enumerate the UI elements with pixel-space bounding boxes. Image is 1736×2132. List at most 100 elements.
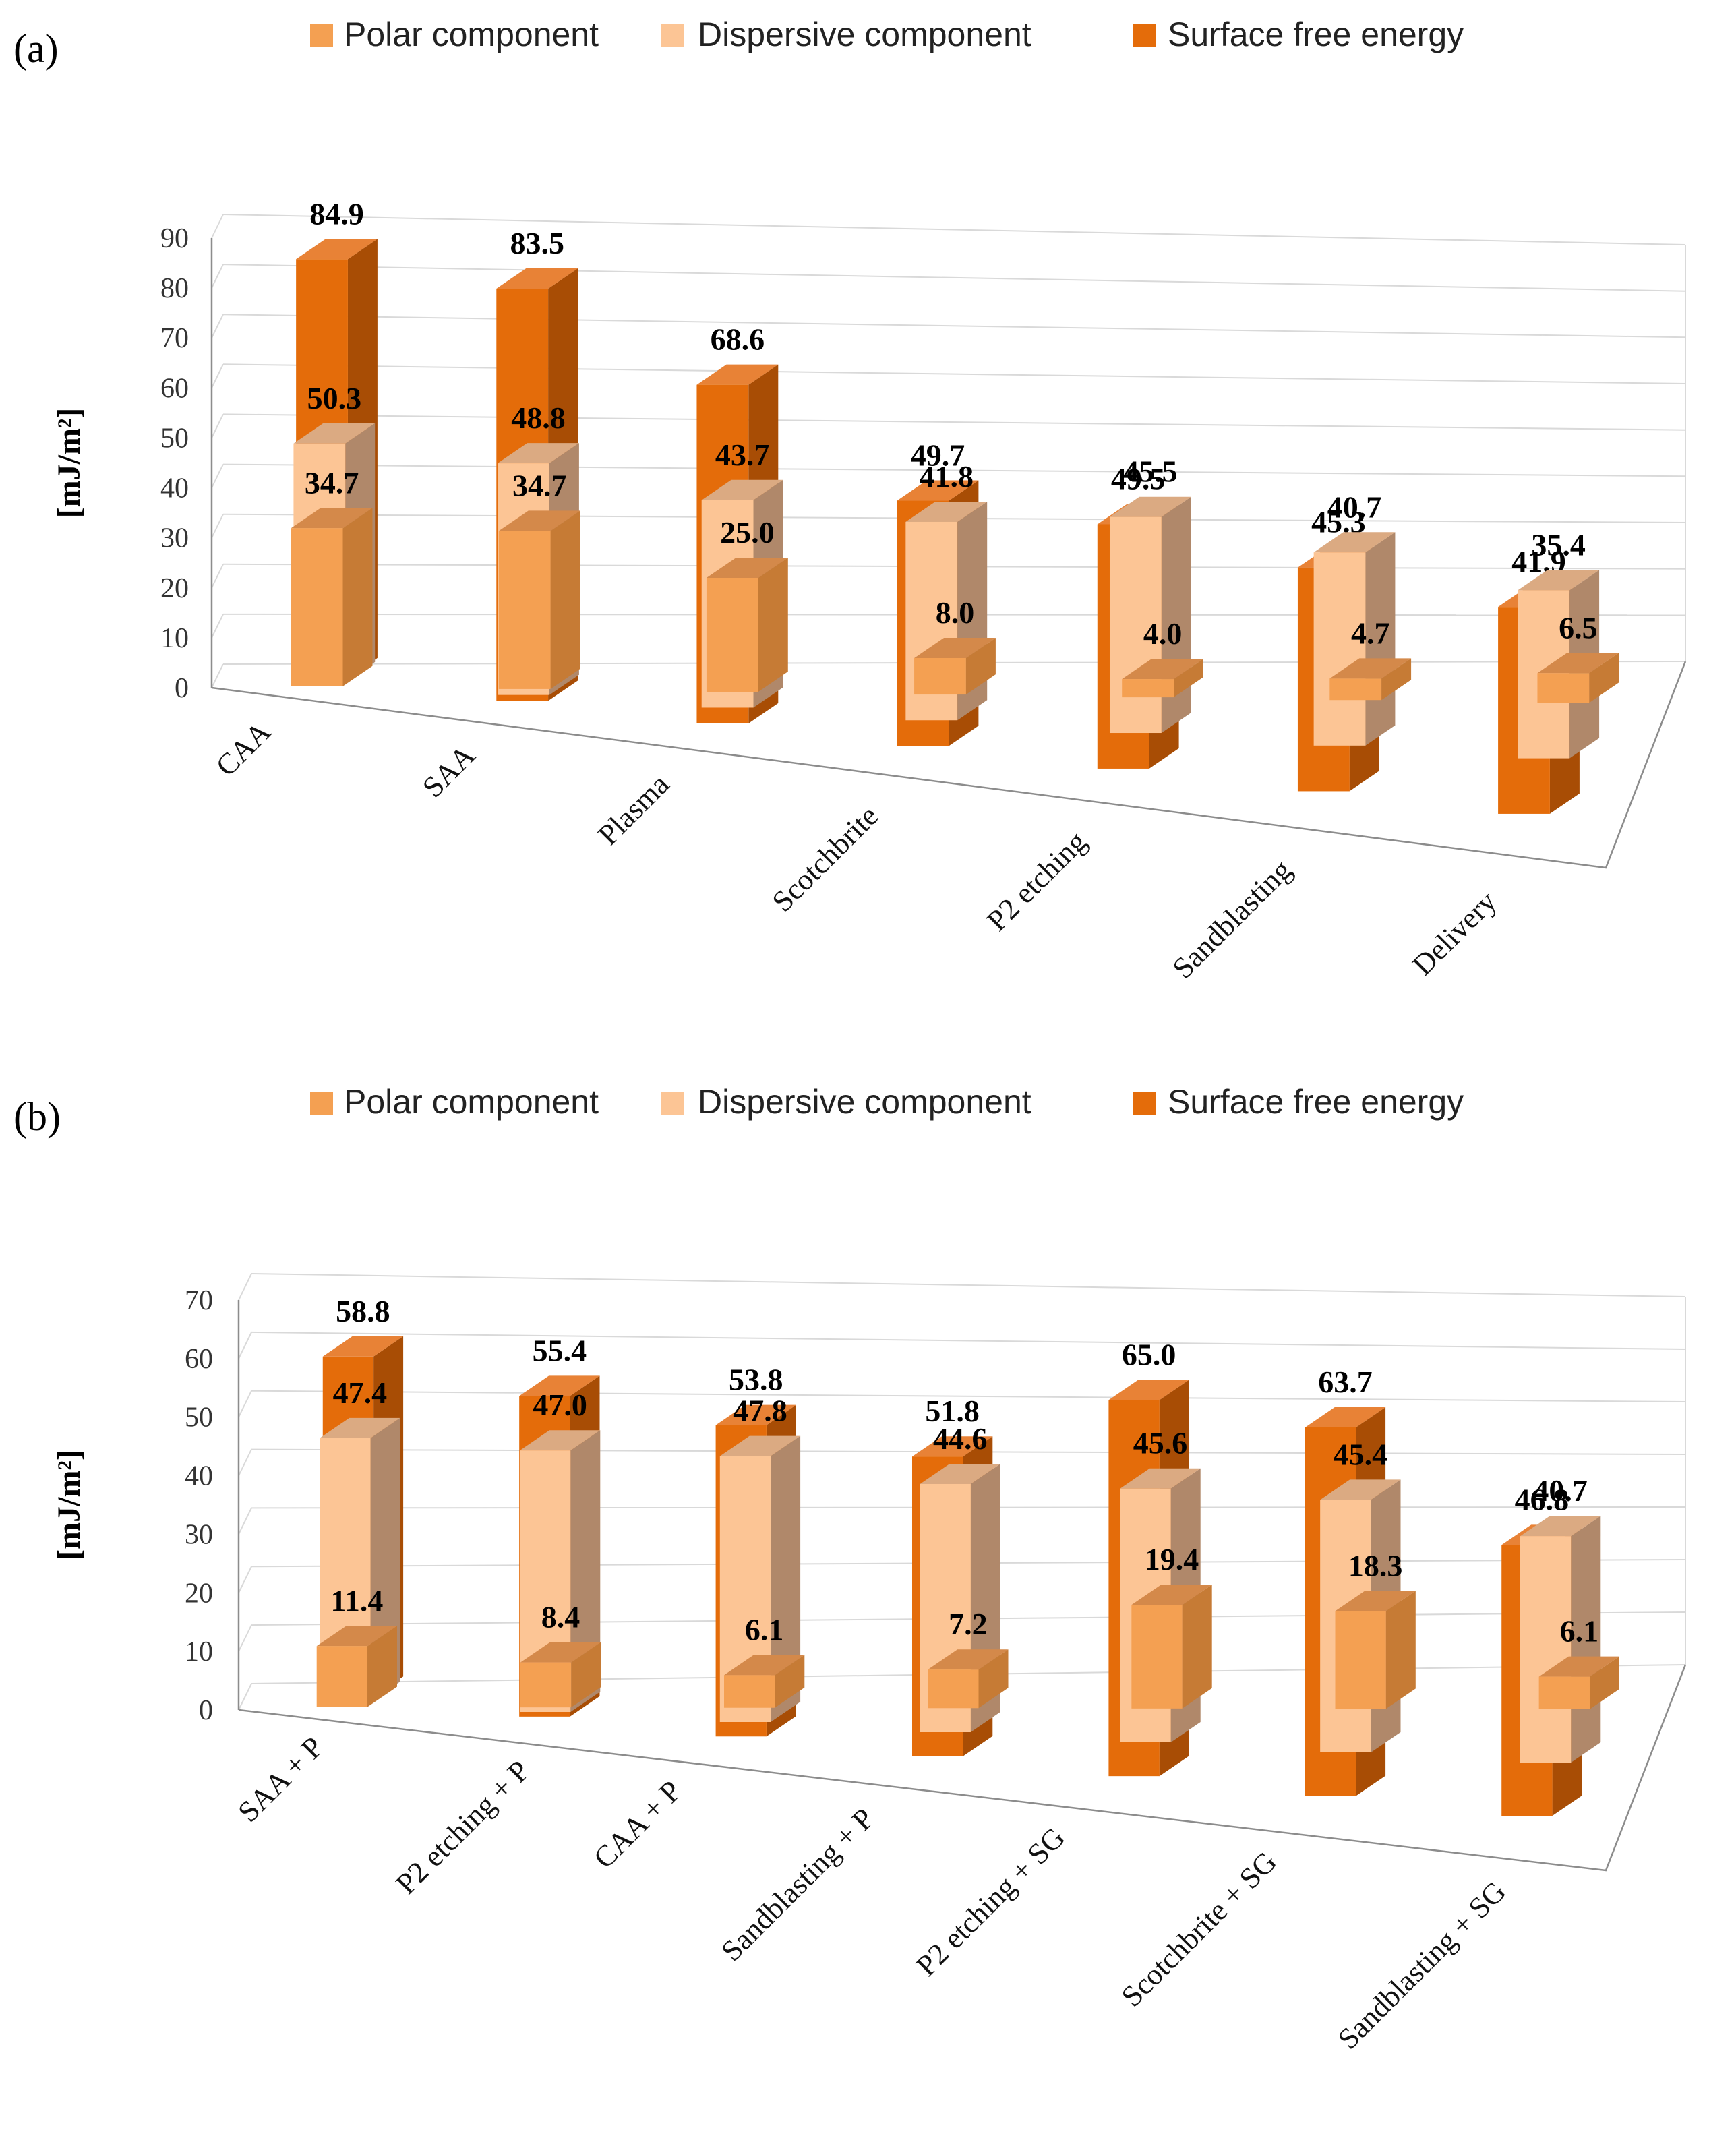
y-tick-label: 50	[185, 1402, 213, 1433]
bar-side-polar	[758, 558, 788, 692]
bar-top-dispersive	[905, 502, 988, 522]
data-label-dispersive: 50.3	[307, 381, 362, 415]
y-tick-label: 60	[160, 373, 189, 404]
floor-edge	[211, 661, 1687, 869]
bar-top-dispersive	[520, 1430, 601, 1451]
data-label-surface: 46.8	[1515, 1482, 1569, 1516]
floor-edge	[238, 1664, 1687, 1872]
data-label-surface: 63.7	[1318, 1365, 1373, 1399]
legend-label-dispersive: Dispersive component	[698, 16, 1031, 53]
data-label-dispersive: 47.4	[333, 1375, 388, 1410]
y-tick-label: 60	[185, 1344, 213, 1375]
data-label-polar: 6.1	[745, 1612, 784, 1647]
y-tick-label: 30	[160, 523, 189, 554]
bar-top-dispersive	[920, 1464, 1000, 1484]
bar-polar: 8.0	[914, 595, 996, 695]
x-tick-label: Sandblasting + SG	[1331, 1874, 1512, 2055]
bar-polar: 34.7	[291, 465, 373, 686]
bar-front-polar	[914, 657, 966, 695]
bar-front-polar	[928, 1669, 979, 1709]
bar-front-polar	[1131, 1605, 1183, 1709]
gridline-side	[238, 1683, 252, 1711]
data-label-dispersive: 45.5	[1123, 454, 1178, 489]
bar-top-surface	[696, 364, 779, 385]
gridline-side	[238, 1624, 252, 1652]
bar-front-dispersive	[1520, 1536, 1572, 1763]
legend-swatch-dispersive	[661, 24, 684, 47]
bar-top-polar	[1538, 1656, 1619, 1677]
bar-top-polar	[724, 1655, 805, 1676]
data-label-dispersive: 45.4	[1334, 1437, 1388, 1471]
panel-label: (b)	[13, 1094, 61, 1139]
data-label-polar: 4.7	[1351, 616, 1390, 650]
gridline-side	[211, 413, 224, 438]
data-label-dispersive: 40.7	[1327, 490, 1382, 524]
bar-top-dispersive	[293, 423, 376, 444]
bar-front-polar	[520, 1662, 572, 1708]
bar-polar: 18.3	[1335, 1548, 1416, 1709]
bar-top-polar	[520, 1642, 601, 1663]
bar-top-polar	[706, 558, 788, 578]
x-tick-label: SAA	[416, 738, 481, 804]
data-label-surface: 49.5	[1111, 461, 1166, 496]
data-label-surface: 83.5	[510, 226, 564, 260]
gridline	[251, 1273, 1686, 1297]
bar-top-dispersive	[1520, 1516, 1601, 1537]
bar-top-dispersive	[498, 443, 579, 464]
data-label-polar: 7.2	[949, 1607, 988, 1641]
bar-top-surface	[519, 1375, 600, 1396]
legend-label-surface: Surface free energy	[1168, 1083, 1464, 1121]
bar-side-polar	[965, 638, 996, 695]
bar-polar: 34.7	[498, 468, 580, 689]
y-tick-label: 40	[185, 1461, 213, 1492]
bar-front-polar	[1335, 1611, 1386, 1709]
x-tick-label: Plasma	[592, 767, 676, 852]
bar-side-dispersive	[1161, 496, 1191, 733]
y-tick-label: 30	[185, 1519, 213, 1550]
x-tick-label: CAA + P	[587, 1774, 688, 1874]
bar-side-polar	[550, 510, 580, 689]
bars: 58.8 55.4 53.8 51.8 65.0 63.7 46.8 47.4 47.0 47.8…	[316, 1294, 1619, 1816]
bar-top-dispersive	[719, 1435, 801, 1456]
bar-front-dispersive	[1313, 552, 1366, 746]
data-label-surface: 65.0	[1122, 1337, 1176, 1371]
data-label-surface: 53.8	[729, 1363, 783, 1397]
bar-side-polar	[1381, 658, 1412, 701]
legend-swatch-polar	[310, 24, 333, 47]
panel-label: (a)	[13, 26, 59, 71]
bar-top-polar	[1537, 653, 1619, 674]
data-label-dispersive: 41.8	[920, 459, 974, 494]
data-label-dispersive: 47.0	[533, 1388, 587, 1422]
bar-top-dispersive	[1110, 496, 1191, 517]
legend-swatch-surface	[1133, 1092, 1156, 1115]
bar-front-polar	[1538, 1676, 1590, 1709]
x-tick-label: CAA	[210, 715, 277, 782]
gridlines: 0 10 20 30 40 50 60 70	[185, 1273, 1686, 1726]
data-label-polar: 6.5	[1559, 610, 1598, 645]
bar-front-polar	[724, 1675, 775, 1708]
x-tick-label: P2 etching + SG	[909, 1820, 1071, 1982]
y-tick-label: 40	[160, 473, 189, 504]
bar-top-surface	[322, 1336, 404, 1357]
legend-swatch-surface	[1133, 24, 1156, 47]
data-label-dispersive: 40.7	[1533, 1473, 1588, 1508]
gridline	[251, 1331, 1686, 1350]
gridline-side	[238, 1507, 252, 1535]
bar-side-polar	[367, 1626, 397, 1707]
bars: 84.983.568.649.749.545.341.950.348.843.7…	[291, 196, 1619, 814]
bar-top-polar	[914, 638, 996, 658]
bar-top-surface	[496, 268, 578, 289]
legend-label-dispersive: Dispersive component	[698, 1083, 1031, 1121]
data-label-polar: 8.4	[541, 1600, 580, 1634]
data-label-surface: 51.8	[925, 1394, 980, 1428]
bar-polar: 7.2	[928, 1607, 1009, 1709]
bar-top-dispersive	[1120, 1468, 1201, 1489]
x-tick-label: Scotchbrite + SG	[1115, 1845, 1283, 2013]
gridline	[222, 363, 1686, 384]
data-label-polar: 25.0	[720, 515, 775, 550]
data-label-dispersive: 47.8	[733, 1394, 787, 1428]
y-tick-label: 70	[160, 323, 189, 354]
data-label-dispersive: 44.6	[933, 1421, 988, 1456]
y-tick-label: 20	[160, 573, 189, 604]
gridline-side	[238, 1332, 252, 1359]
